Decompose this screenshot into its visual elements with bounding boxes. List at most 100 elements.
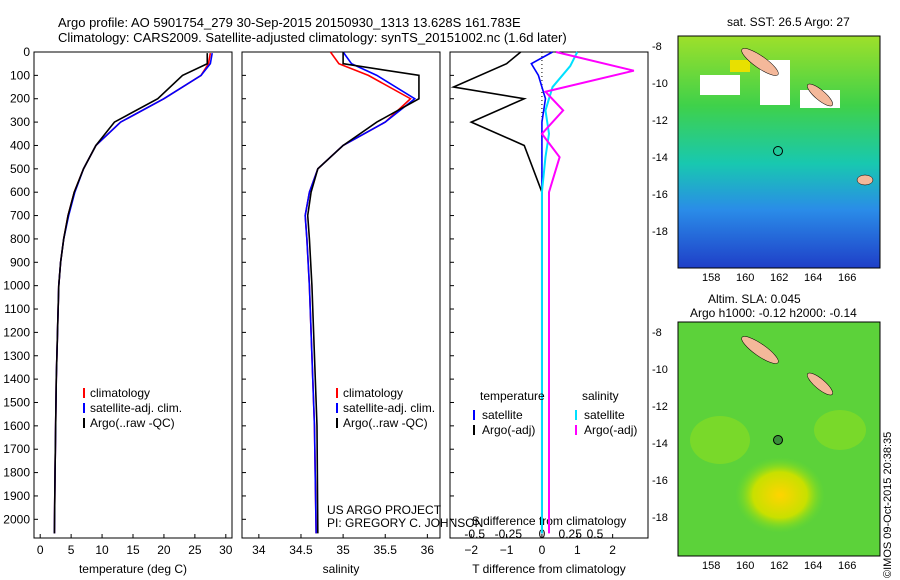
x-tick-label: 34	[252, 543, 266, 557]
map-tick-label: -10	[652, 364, 668, 376]
x-tick-label: 0	[539, 543, 546, 557]
series-line-satellite-adj-clim-	[53, 53, 213, 534]
map-tick-label: -12	[652, 401, 668, 413]
y-tick-label: 300	[10, 115, 30, 129]
map-tick-label: 164	[804, 560, 823, 572]
sst-map-title: sat. SST: 26.5 Argo: 27	[727, 15, 850, 29]
x-tick-label: 15	[126, 543, 140, 557]
series-line-s-satellite	[540, 51, 579, 534]
y-tick-label: 1700	[3, 442, 30, 456]
map-tick-label: 160	[736, 272, 755, 284]
map-tick-label: 162	[770, 560, 789, 572]
annotation: US ARGO PROJECT	[327, 503, 442, 517]
s-tick-label: -0.5	[464, 527, 485, 541]
map-tick-label: -10	[652, 78, 668, 90]
legend-label: satellite	[584, 408, 625, 422]
x-axis-label: T difference from climatology	[472, 562, 626, 576]
legend-label: Argo(..raw -QC)	[343, 416, 428, 430]
y-tick-label: 1800	[3, 466, 30, 480]
legend-label: Argo(-adj)	[584, 423, 637, 437]
x-tick-label: 5	[68, 543, 75, 557]
map-tick-label: 166	[838, 560, 857, 572]
sla-map	[677, 321, 881, 557]
header-line-1: Argo profile: AO 5901754_279 30-Sep-2015…	[58, 15, 521, 30]
x-tick-label: 30	[219, 543, 233, 557]
x-axis-label: temperature (deg C)	[79, 562, 187, 576]
y-tick-label: 1300	[3, 349, 30, 363]
series-line-climatology	[53, 53, 212, 534]
s-tick-label: 0.5	[587, 527, 604, 541]
y-tick-label: 200	[10, 92, 30, 106]
x-tick-label: 34.5	[289, 543, 313, 557]
y-tick-label: 400	[10, 138, 30, 152]
x-tick-label: 25	[188, 543, 202, 557]
x-axis-label: salinity	[323, 562, 360, 576]
map-tick-label: -8	[652, 327, 662, 339]
map-tick-label: -14	[652, 152, 668, 164]
island	[741, 336, 779, 364]
series-line-s-argo-adj-	[540, 51, 635, 534]
map-tick-label: -16	[652, 475, 668, 487]
plot-frame	[241, 51, 441, 539]
map-tick-label: -8	[652, 41, 662, 53]
island	[741, 48, 779, 76]
island	[807, 83, 833, 107]
annotation: PI: GREGORY C. JOHNSON	[327, 516, 483, 530]
map-tick-label: 164	[804, 272, 823, 284]
y-tick-label: 1400	[3, 372, 30, 386]
y-tick-label: 600	[10, 185, 30, 199]
series-line-argo-raw-qc-	[306, 52, 420, 534]
sst-map	[677, 35, 881, 269]
map-tick-label: -18	[652, 512, 668, 524]
y-tick-label: 1200	[3, 325, 30, 339]
map-tick-label: 158	[702, 272, 721, 284]
salinity-plot: 34 34.5 35 35.5 36 salinity climatologysatelli…	[241, 51, 483, 576]
map-tick-label: -18	[652, 226, 668, 238]
y-tick-label: 800	[10, 232, 30, 246]
x-tick-label: 0	[37, 543, 44, 557]
s-tick-label: -0.25	[495, 527, 523, 541]
x-tick-label: 1	[574, 543, 581, 557]
sla-map-title-2: Argo h1000: -0.12 h2000: -0.14	[690, 306, 857, 320]
x-tick-label: 35	[336, 543, 350, 557]
argo-position	[773, 435, 783, 445]
difference-plot: −2 −1 0 1 2-0.5 -0.25 0 0.25 0.5S difference fro…	[449, 51, 649, 576]
y-tick-label: 1000	[3, 279, 30, 293]
legend-label: Argo(..raw -QC)	[90, 416, 175, 430]
y-tick-label: 100	[10, 68, 30, 82]
y-tick-label: 0	[23, 45, 30, 59]
sla-map-title-1: Altim. SLA: 0.045	[708, 292, 801, 306]
x-tick-label: 2	[609, 543, 616, 557]
series-line-satellite-adj-clim-	[304, 51, 417, 534]
x-tick-label: 36	[421, 543, 435, 557]
temperature-plot: 0 5 10 15 20 25 30 temperature (deg C) 0 100 200 30…	[3, 45, 233, 576]
x-tick-label: 35.5	[374, 543, 398, 557]
credit-text: ©IMOS 09-Oct-2015 20:38:35	[882, 431, 894, 578]
map-tick-label: 158	[702, 560, 721, 572]
map-tick-label: 162	[770, 272, 789, 284]
map-tick-label: -12	[652, 115, 668, 127]
map-tick-label: 166	[838, 272, 857, 284]
legend-label: satellite	[482, 408, 523, 422]
x-tick-label: 20	[157, 543, 171, 557]
y-tick-label: 2000	[3, 512, 30, 526]
plot-frame	[449, 51, 649, 539]
legend-title: salinity	[582, 389, 619, 403]
x-tick-label: 10	[95, 543, 109, 557]
plot-frame	[33, 51, 233, 539]
map-tick-label: -14	[652, 438, 668, 450]
y-tick-label: 700	[10, 209, 30, 223]
y-tick-label: 1900	[3, 489, 30, 503]
y-tick-label: 1500	[3, 395, 30, 409]
island	[856, 174, 874, 186]
map-tick-label: -16	[652, 189, 668, 201]
legend-label: Argo(-adj)	[482, 423, 535, 437]
series-line-climatology	[304, 51, 412, 534]
header-line-2: Climatology: CARS2009. Satellite-adjuste…	[58, 30, 567, 45]
legend-label: satellite-adj. clim.	[90, 401, 182, 415]
s-tick-label: 0.25	[559, 527, 583, 541]
x-tick-label: −2	[464, 543, 478, 557]
legend-label: climatology	[343, 386, 403, 400]
argo-position	[773, 146, 783, 156]
y-tick-label: 500	[10, 162, 30, 176]
